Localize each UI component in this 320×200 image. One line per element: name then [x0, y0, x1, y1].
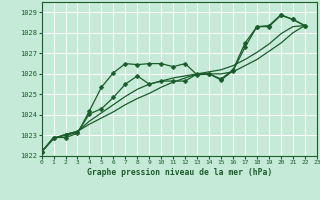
X-axis label: Graphe pression niveau de la mer (hPa): Graphe pression niveau de la mer (hPa)	[87, 168, 272, 177]
